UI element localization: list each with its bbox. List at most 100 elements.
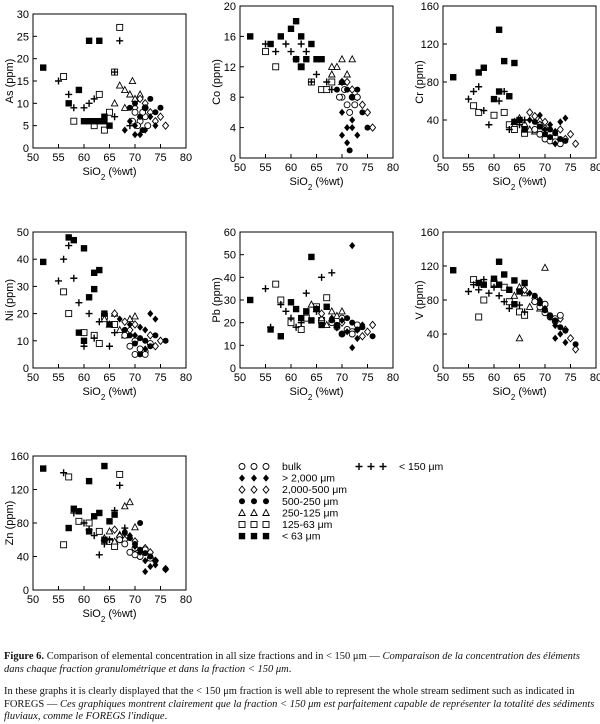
data-point-filled-diamond [542, 125, 548, 134]
legend-label: bulk [282, 461, 302, 473]
data-point-open-triangle [327, 62, 336, 70]
y-tick-label: 15 [17, 76, 29, 88]
y-tick-label: 12 [224, 62, 236, 74]
legend-label: 125-63 μm [282, 519, 333, 531]
legend-symbol-filled-diamond [251, 474, 257, 482]
data-point-open-circle [131, 551, 139, 559]
data-point-filled-square [318, 56, 325, 63]
data-point-filled-circle [152, 109, 159, 116]
y-tick-label: 20 [17, 54, 29, 66]
x-tick-label: 75 [154, 594, 166, 606]
y-axis-label: Ni (ppm) [4, 279, 16, 321]
data-point-plus [495, 97, 503, 105]
x-tick-label: 50 [437, 162, 449, 174]
data-point-plus [287, 48, 295, 56]
data-point-plus [307, 78, 315, 86]
data-point-filled-circle [552, 130, 559, 137]
data-point-filled-square [308, 253, 315, 261]
data-point-open-circle [121, 540, 129, 548]
data-point-open-circle [144, 122, 152, 130]
y-tick-label: 0 [23, 143, 29, 155]
data-point-open-diamond [358, 331, 366, 341]
data-point-filled-diamond [339, 316, 345, 324]
data-point-filled-square [480, 281, 487, 288]
data-point-open-circle [336, 93, 343, 101]
data-point-filled-diamond [349, 124, 356, 132]
data-point-plus [262, 285, 269, 293]
data-point-open-triangle [128, 76, 137, 85]
data-point-filled-circle [542, 307, 548, 314]
data-point-plus [521, 116, 529, 124]
data-point-plus [318, 273, 326, 281]
y-tick-label: 30 [17, 281, 29, 293]
legend-symbol-filled-square [250, 532, 258, 540]
legend-symbol-filled-circle [251, 498, 257, 505]
x-tick-label: 65 [103, 594, 115, 606]
x-tick-label: 60 [285, 162, 297, 174]
data-point-filled-square [106, 321, 113, 328]
y-tick-label: 20 [224, 318, 236, 330]
data-point-filled-square [111, 511, 118, 518]
data-point-filled-circle [139, 127, 146, 134]
data-point-filled-circle [162, 566, 169, 573]
data-point-filled-circle [557, 136, 564, 142]
plot-frame [442, 231, 597, 369]
data-point-filled-square [80, 245, 88, 252]
data-point-filled-diamond [547, 121, 554, 129]
data-point-filled-square [101, 310, 108, 317]
data-point-filled-square [521, 279, 528, 287]
x-tick-label: 65 [513, 162, 525, 174]
data-point-open-circle [556, 311, 564, 319]
x-axis-label: SiO2 (%wt) [290, 176, 344, 192]
y-axis-label: Pb (ppm) [211, 277, 223, 322]
data-point-filled-circle [339, 331, 345, 337]
x-tick-label: 60 [488, 372, 500, 384]
body-paragraph: In these graphs it is clearly displayed … [4, 686, 596, 724]
data-point-plus [106, 342, 113, 350]
panel-ni: 50 55 60 65 70 75 80 0 10 20 30 40 50 SiO2 (%wt) Ni (p… [4, 227, 192, 402]
legend-label: 250-125 μm [282, 507, 339, 519]
y-tick-label: 10 [224, 340, 236, 352]
data-point-open-triangle [110, 98, 119, 107]
data-point-filled-circle [536, 300, 543, 307]
data-point-open-diamond [566, 129, 575, 139]
data-point-plus [70, 104, 78, 112]
y-tick-label: 60 [224, 227, 236, 239]
legend-symbol-open-circle [250, 463, 258, 470]
data-point-open-triangle [348, 54, 357, 63]
data-point-filled-circle [339, 79, 345, 85]
data-point-filled-diamond [147, 113, 154, 121]
x-tick-label: 50 [27, 152, 39, 164]
x-tick-label: 75 [154, 152, 166, 164]
y-tick-label: 40 [17, 254, 29, 266]
caption-english: Comparison of elemental concentration in… [44, 651, 383, 662]
data-point-filled-diamond [536, 111, 543, 119]
data-point-filled-circle [572, 341, 579, 348]
data-point-filled-circle [354, 86, 361, 93]
data-point-open-circle [351, 101, 359, 109]
data-point-filled-circle [369, 333, 376, 340]
data-point-open-diamond [343, 77, 351, 87]
panel-as: 50 55 60 65 70 75 80 0 5 10 15 20 25 30 SiO2 (%wt) As (… [4, 9, 192, 182]
data-point-filled-square [101, 113, 108, 120]
data-point-open-square [480, 296, 488, 304]
x-tick-label: 70 [129, 372, 141, 384]
data-point-plus [80, 519, 88, 527]
data-point-filled-square [106, 122, 113, 129]
y-axis-label: Co (ppm) [211, 59, 223, 105]
y-tick-label: 120 [11, 485, 29, 497]
legend-symbol-filled-square [262, 532, 270, 540]
data-point-plus [480, 276, 488, 284]
data-point-open-square [475, 108, 483, 116]
data-point-filled-diamond [137, 323, 144, 331]
data-point-plus [111, 329, 119, 337]
legend-symbol-open-square [262, 521, 270, 528]
data-point-plus [106, 536, 113, 544]
data-point-filled-square [318, 321, 325, 329]
data-point-filled-square [475, 279, 482, 287]
data-point-filled-circle [542, 131, 548, 138]
y-tick-label: 160 [421, 227, 439, 239]
data-point-plus [313, 307, 320, 315]
data-point-filled-square [287, 25, 295, 32]
